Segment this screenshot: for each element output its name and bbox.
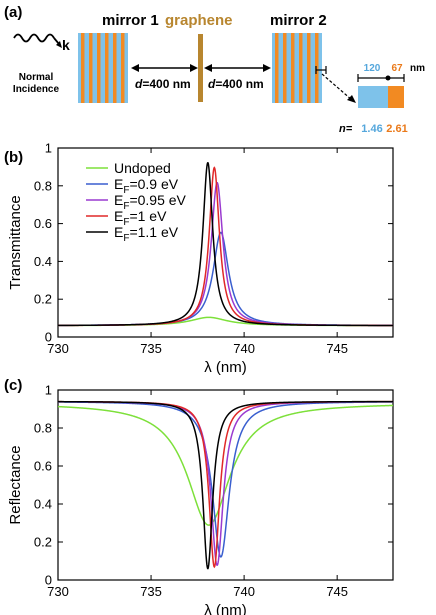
y-tick-label: 0.2 bbox=[34, 535, 52, 550]
y-tick-label: 0.2 bbox=[34, 292, 52, 307]
panel-a: (a) mirror 1 graphene mirror 2 k Normal … bbox=[4, 4, 425, 135]
mirror1-label: mirror 1 bbox=[102, 12, 159, 29]
legend-label: Undoped bbox=[114, 160, 171, 176]
inset-n2: 2.61 bbox=[386, 123, 407, 135]
y-tick-label: 0.8 bbox=[34, 421, 52, 436]
mirror-layer bbox=[299, 33, 303, 103]
gap2-label: d=400 nm bbox=[208, 77, 264, 91]
mirror-layer bbox=[113, 33, 117, 103]
y-tick-label: 0.4 bbox=[34, 497, 52, 512]
y-tick-label: 0.8 bbox=[34, 178, 52, 193]
wave-vector-label: k bbox=[62, 37, 70, 53]
graphene-sheet bbox=[198, 34, 203, 102]
incidence-label-line1: Normal bbox=[19, 72, 54, 83]
mirror-layer bbox=[275, 33, 279, 103]
panel-b-label: (b) bbox=[4, 149, 23, 166]
inset-width2: 67 bbox=[391, 63, 403, 74]
legend-label: EF=0.95 eV bbox=[114, 192, 187, 212]
inset-unit: nm bbox=[410, 63, 425, 74]
mirror-layer bbox=[97, 33, 101, 103]
x-tick-label: 740 bbox=[233, 584, 255, 599]
legend-label: EF=1.1 eV bbox=[114, 224, 179, 244]
inset-layer-low-index bbox=[358, 86, 388, 108]
x-tick-label: 740 bbox=[233, 341, 255, 356]
y-tick-label: 0.4 bbox=[34, 254, 52, 269]
plot-frame bbox=[57, 389, 394, 581]
zoom-arrowhead-icon bbox=[347, 95, 356, 103]
wave-icon bbox=[13, 33, 55, 43]
gap1-arrowhead-right-icon bbox=[190, 64, 198, 72]
x-tick-label: 735 bbox=[140, 584, 162, 599]
x-tick-label: 730 bbox=[47, 341, 69, 356]
inset-n-label: n= bbox=[339, 123, 353, 135]
inset-layer-high-index bbox=[388, 86, 404, 108]
reflectance-chart: 730 735 740 745 0 0.2 0.4 0.6 0.8 1 λ (nm) Reflecta… bbox=[7, 383, 394, 615]
series-line bbox=[57, 404, 393, 526]
gap2-arrowhead-right-icon bbox=[263, 64, 271, 72]
panel-a-label: (a) bbox=[4, 4, 22, 21]
mirror-layer bbox=[315, 33, 319, 103]
series-line bbox=[58, 162, 393, 327]
x-tick-label: 730 bbox=[47, 584, 69, 599]
wave-arrowhead-icon bbox=[56, 41, 62, 48]
zoom-dashed-line bbox=[321, 73, 353, 101]
panel-b: (b) 730 735 740 745 0 0.2 0.4 0.6 0.8 1 λ (nm) Tran… bbox=[4, 141, 394, 376]
mirror-layer bbox=[121, 33, 125, 103]
x-tick-label: 735 bbox=[140, 341, 162, 356]
inset-n1: 1.46 bbox=[361, 123, 382, 135]
panel-c: (c) 730 735 740 745 0 0.2 0.4 0.6 0.8 1 λ (nm) Refl… bbox=[4, 377, 394, 615]
transmittance-chart: 730 735 740 745 0 0.2 0.4 0.6 0.8 1 λ (nm) Transmit… bbox=[7, 141, 394, 376]
graphene-label: graphene bbox=[165, 12, 233, 29]
series-line bbox=[57, 400, 393, 570]
legend-label: EF=0.9 eV bbox=[114, 176, 179, 196]
mirror-layer bbox=[283, 33, 287, 103]
mirror-layer bbox=[89, 33, 93, 103]
legend-label: EF=1 eV bbox=[114, 208, 167, 228]
y-axis-label: Transmittance bbox=[7, 195, 24, 289]
series-line bbox=[58, 231, 393, 327]
inset-width1: 120 bbox=[364, 63, 381, 74]
plot-frame bbox=[57, 147, 394, 338]
y-tick-label: 0.6 bbox=[34, 216, 52, 231]
mirror-2 bbox=[272, 33, 322, 103]
x-axis-label: λ (nm) bbox=[204, 359, 247, 376]
series-line bbox=[58, 400, 393, 569]
y-tick-label: 0.6 bbox=[34, 459, 52, 474]
x-axis-label: λ (nm) bbox=[204, 602, 247, 615]
y-tick-label: 0 bbox=[45, 330, 52, 345]
incidence-label-line2: Incidence bbox=[13, 84, 60, 95]
panel-c-label: (c) bbox=[4, 377, 22, 394]
y-tick-label: 1 bbox=[45, 141, 52, 156]
mirror-layer bbox=[307, 33, 311, 103]
x-tick-label: 745 bbox=[326, 584, 348, 599]
mirror-body bbox=[272, 33, 322, 103]
x-tick-label: 745 bbox=[326, 341, 348, 356]
mirror-layer bbox=[81, 33, 85, 103]
y-tick-label: 1 bbox=[45, 383, 52, 398]
mirror-layer bbox=[291, 33, 295, 103]
gap1-label: d=400 nm bbox=[135, 77, 191, 91]
mirror-body bbox=[78, 33, 128, 103]
series-line bbox=[58, 400, 393, 566]
mirror2-label: mirror 2 bbox=[270, 12, 327, 29]
gap2-arrowhead-left-icon bbox=[204, 64, 212, 72]
y-tick-label: 0 bbox=[45, 573, 52, 588]
mirror-layer bbox=[105, 33, 109, 103]
mirror-1 bbox=[78, 33, 128, 103]
gap1-arrowhead-left-icon bbox=[131, 64, 139, 72]
y-axis-label: Reflectance bbox=[7, 445, 24, 524]
inset-scale-dot bbox=[385, 75, 391, 81]
